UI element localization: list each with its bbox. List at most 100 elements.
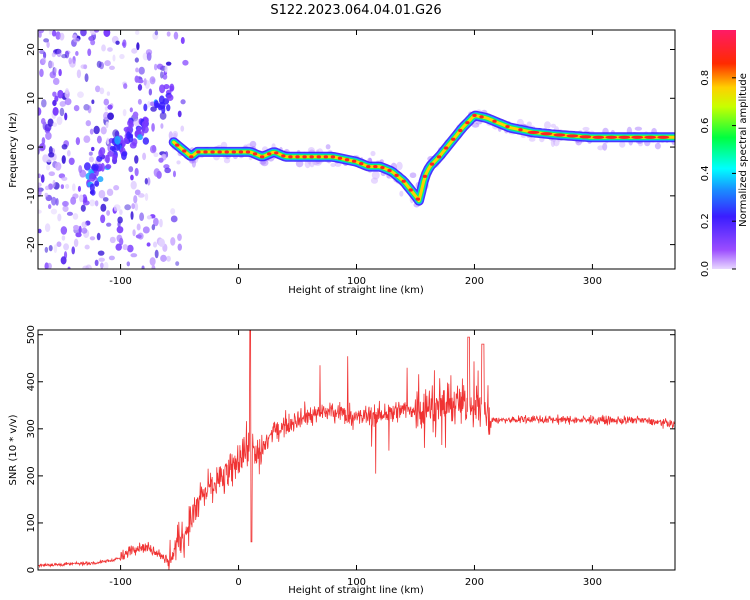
spectrogram-noise-blob bbox=[146, 177, 151, 186]
ridge-peak-marker bbox=[380, 165, 385, 170]
spectrogram-noise-blob bbox=[40, 174, 45, 183]
spectrogram-noise-blob bbox=[160, 254, 167, 262]
snr-x-tick-label: -100 bbox=[109, 577, 132, 588]
spectrogram-noise-blob bbox=[144, 192, 149, 201]
spectrogram-noise-blob bbox=[153, 63, 158, 71]
spectrogram-streak-blob bbox=[105, 154, 110, 164]
spectrogram-streak-blob bbox=[144, 117, 149, 124]
spectrogram-noise-blob bbox=[172, 170, 176, 178]
ridge-peak-marker bbox=[644, 135, 657, 139]
snr-x-label: Height of straight line (km) bbox=[288, 585, 424, 596]
spectrogram-noise-blob bbox=[124, 204, 132, 211]
spectrogram-noise-blob bbox=[38, 228, 42, 234]
spectrogram-noise-blob bbox=[142, 226, 150, 234]
spectrogram-noise-blob bbox=[61, 53, 68, 59]
spectrogram-noise-blob bbox=[75, 50, 79, 56]
ridge-peak-marker bbox=[553, 133, 566, 137]
spectrogram-streak-blob bbox=[141, 125, 149, 134]
spectrogram-noise-blob bbox=[132, 111, 139, 118]
snr-y-tick-label: 300 bbox=[26, 419, 37, 438]
spectrogram-noise-blob bbox=[122, 39, 127, 49]
snr-y-tick-label: 100 bbox=[26, 513, 37, 532]
ridge-peak-marker bbox=[217, 150, 222, 154]
spectrogram-noise-blob bbox=[89, 236, 96, 241]
spectrogram-streak-blob bbox=[112, 154, 118, 161]
spectrogram-streak-blob bbox=[93, 163, 99, 171]
spectrogram-halo-blob bbox=[526, 121, 532, 127]
spectrogram-noise-blob bbox=[77, 91, 84, 98]
spectrogram-noise-blob bbox=[133, 118, 141, 127]
snr-marks bbox=[38, 330, 675, 570]
spectrogram-y-label: Frequency (Hz) bbox=[8, 112, 19, 188]
spectrogram-noise-blob bbox=[116, 226, 124, 234]
colorbar: 0.0 0.2 0.4 0.6 0.8 Normalized spectral ampl… bbox=[700, 30, 749, 277]
spectrogram-noise-blob bbox=[69, 59, 76, 68]
ridge-peak-marker bbox=[351, 159, 357, 163]
spectrogram-noise-blob bbox=[72, 183, 76, 192]
ridge-peak-marker bbox=[295, 155, 300, 159]
spectrogram-halo-blob bbox=[550, 123, 557, 128]
ridge-peak-marker bbox=[281, 154, 286, 158]
ridge-peak-marker bbox=[540, 132, 553, 136]
snr-x-tick-label: 300 bbox=[583, 577, 602, 588]
ridge-peak-marker bbox=[618, 135, 631, 139]
spectrogram-noise-blob bbox=[143, 78, 147, 86]
spectrogram-noise-blob bbox=[85, 120, 92, 127]
spectrogram-halo-blob bbox=[399, 190, 404, 197]
spectrogram-halo-blob bbox=[634, 126, 643, 131]
spectrogram-noise-blob bbox=[126, 244, 134, 253]
ridge-peak-marker bbox=[492, 119, 497, 123]
spectrogram-noise-blob bbox=[165, 61, 172, 66]
spectrogram-noise-blob bbox=[135, 67, 139, 73]
spectrogram-noise-blob bbox=[94, 200, 99, 207]
spectrogram-noise-blob bbox=[148, 88, 153, 96]
spectrogram-noise-blob bbox=[65, 88, 69, 95]
spectrogram-streak-blob bbox=[105, 163, 112, 170]
spectrogram-noise-blob bbox=[138, 66, 145, 75]
ridge-peak-marker bbox=[337, 156, 343, 160]
spectrogram-noise-blob bbox=[177, 110, 182, 118]
spectrogram-noise-blob bbox=[88, 35, 94, 42]
spectrogram-noise-blob bbox=[166, 255, 171, 262]
spectrogram-noise-blob bbox=[115, 243, 122, 251]
spectrogram-noise-blob bbox=[123, 83, 128, 89]
spectrogram-noise-blob bbox=[50, 208, 58, 215]
spectrogram-x-tick-label: -100 bbox=[109, 276, 132, 287]
ridge-peak-marker bbox=[631, 135, 644, 139]
spectrogram-streak-blob bbox=[94, 180, 100, 187]
ridge-peak-marker bbox=[366, 164, 371, 169]
spectrogram-noise-blob bbox=[38, 209, 42, 214]
spectrogram-streak-blob bbox=[154, 102, 160, 108]
spectrogram-noise-blob bbox=[122, 244, 129, 251]
spectrogram-halo-blob bbox=[370, 150, 376, 157]
spectrogram-x-tick-label: 200 bbox=[465, 276, 484, 287]
spectrogram-noise-blob bbox=[119, 54, 125, 60]
snr-x-tick-label: 0 bbox=[235, 577, 241, 588]
spectrogram-noise-blob bbox=[134, 167, 139, 177]
spectrogram-noise-blob bbox=[87, 48, 92, 57]
spectrogram-noise-blob bbox=[44, 246, 49, 253]
spectrogram-noise-blob bbox=[80, 30, 87, 37]
spectrogram-noise-blob bbox=[160, 123, 164, 129]
spectrogram-noise-blob bbox=[38, 143, 45, 152]
ridge-peak-marker bbox=[605, 135, 618, 139]
spectrogram-streak-blob bbox=[89, 183, 95, 192]
spectrogram-noise-blob bbox=[149, 257, 156, 266]
spectrogram-streak-blob bbox=[100, 162, 105, 172]
spectrogram-noise-blob bbox=[158, 238, 165, 247]
ridge-peak-marker bbox=[203, 150, 208, 154]
ridge-peak-marker bbox=[518, 128, 523, 132]
spectrogram-noise-blob bbox=[68, 157, 75, 166]
spectrogram-noise-blob bbox=[115, 40, 120, 45]
spectrogram-noise-blob bbox=[61, 235, 66, 241]
ridge-peak-marker bbox=[415, 197, 421, 201]
spectrogram-noise-blob bbox=[166, 31, 171, 37]
colorbar-gradient bbox=[712, 30, 736, 269]
spectrogram-noise-blob bbox=[164, 167, 171, 174]
spectrogram-noise-blob bbox=[103, 98, 110, 106]
spectrogram-noise-blob bbox=[55, 197, 59, 206]
spectrogram-noise-blob bbox=[96, 232, 101, 241]
spectrogram-noise-blob bbox=[151, 224, 156, 231]
spectrogram-noise-blob bbox=[170, 237, 176, 246]
spectrogram-halo-blob bbox=[471, 122, 480, 128]
